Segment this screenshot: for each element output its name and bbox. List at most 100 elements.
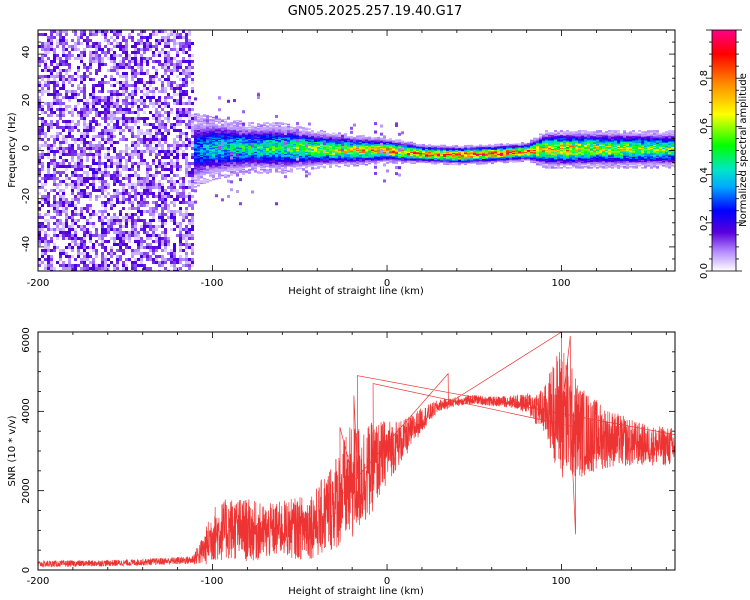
spectrogram-cell [284, 165, 287, 167]
spectrogram-cell [275, 141, 278, 144]
spectrogram-cell [335, 145, 338, 148]
spectrogram-cell [65, 90, 68, 93]
spectrogram-cell [95, 198, 98, 201]
spectrogram-cell [230, 144, 233, 147]
spectrogram-cell [191, 213, 194, 216]
spectrogram-cell [239, 159, 242, 162]
spectrogram-cell [224, 143, 227, 146]
spectrogram-cell [218, 137, 221, 139]
spectrogram-cell [77, 87, 80, 90]
spectrogram-cell [83, 111, 86, 114]
spectrogram-cell [206, 143, 209, 145]
spectrogram-cell [191, 189, 194, 192]
spectrogram-cell [179, 42, 182, 45]
spectrogram-cell [50, 204, 53, 207]
spectrogram-cell [359, 163, 362, 166]
spectrogram-cell [179, 243, 182, 246]
spectrogram-cell [185, 258, 188, 261]
spectrogram-cell [83, 225, 86, 228]
spectrogram-cell [125, 84, 128, 87]
spectrogram-cell [134, 63, 137, 66]
spectrogram-cell [113, 204, 116, 207]
spectrogram-cell [131, 51, 134, 54]
spectrogram-cell [74, 210, 77, 213]
spectrogram-cell [224, 157, 227, 160]
spectrogram-cell [62, 201, 65, 204]
spectrogram-cell [98, 102, 101, 105]
spectrogram-cell [221, 126, 224, 129]
spectrogram-cell [359, 136, 362, 138]
spectrogram-cell [275, 163, 278, 166]
spectrogram-cell [326, 151, 329, 153]
spectrogram-cell [224, 155, 227, 158]
spectrogram-cell [164, 258, 167, 261]
spectrogram-cell [119, 240, 122, 243]
spectrogram-cell [80, 189, 83, 192]
spectrogram-cell [104, 33, 107, 36]
spectrogram-cell [80, 237, 83, 240]
spectrogram-cell [209, 150, 212, 153]
spectrogram-cell [41, 237, 44, 240]
spectrogram-cell [236, 131, 239, 134]
spectrogram-cell [86, 219, 89, 222]
spectrogram-cell [104, 141, 107, 144]
spectrogram-cell [236, 158, 239, 161]
spectrogram-cell [209, 135, 212, 137]
spectrogram-cell [152, 192, 155, 195]
spectrogram-cell [197, 134, 200, 137]
spectrogram-cell [317, 166, 320, 168]
spectrogram-cell [218, 173, 221, 175]
spectrogram-cell [137, 78, 140, 81]
spectrogram-cell [158, 180, 161, 183]
spectrogram-cell [227, 149, 230, 152]
spectrogram-cell [122, 207, 125, 210]
spectrogram-cell [302, 132, 305, 134]
spectrogram-cell [89, 267, 92, 270]
spectrogram-cell [311, 163, 314, 166]
spectrogram-cell [56, 177, 59, 180]
spectrogram-cell [218, 132, 221, 135]
spectrogram-cell [194, 145, 197, 148]
spectrogram-cell [332, 154, 335, 156]
spectrogram-cell [278, 166, 281, 169]
spectrogram-cell [302, 134, 305, 137]
spectrogram-cell [125, 42, 128, 45]
spectrogram-cell [305, 134, 308, 136]
spectrogram-cell [95, 84, 98, 87]
spectrogram-cell [44, 225, 47, 228]
spectrogram-cell [344, 164, 347, 167]
spectrogram-cell [218, 128, 221, 131]
spectrogram-cell [116, 36, 119, 39]
spectrogram-cell [359, 141, 362, 144]
spectrogram-cell [68, 165, 71, 168]
spectrogram-cell [182, 57, 185, 60]
spectrogram-cell [224, 167, 227, 170]
spectrogram-cell [197, 118, 200, 121]
spectrogram-cell [305, 130, 308, 133]
spectrogram-cell [77, 225, 80, 228]
spectrogram-cell [164, 99, 167, 102]
spectrogram-cell [68, 147, 71, 150]
spectrogram-cell [71, 156, 74, 159]
spectrogram-cell [212, 148, 215, 150]
spectrogram-cell [290, 169, 293, 172]
spectrogram-cell [263, 168, 266, 171]
spectrogram-cell [113, 54, 116, 57]
spectrogram-cell [320, 149, 323, 152]
spectrogram-cell [161, 207, 164, 210]
spectrogram-cell [131, 57, 134, 60]
spectrogram-cell [233, 172, 236, 175]
spectrogram-cell [158, 237, 161, 240]
spectrogram-cell [302, 151, 305, 154]
spectrogram-cell [257, 154, 260, 157]
spectrogram-cell [50, 144, 53, 147]
spectrogram-cell [218, 108, 221, 112]
spectrogram-cell [149, 75, 152, 78]
spectrogram-cell [155, 195, 158, 198]
spectrogram-cell [356, 164, 359, 167]
spectrogram-cell [185, 174, 188, 177]
spectrogram-cell [164, 39, 167, 42]
spectrogram-cell [95, 114, 98, 117]
spectrogram-cell [62, 135, 65, 138]
spectrogram-cell [38, 171, 41, 174]
